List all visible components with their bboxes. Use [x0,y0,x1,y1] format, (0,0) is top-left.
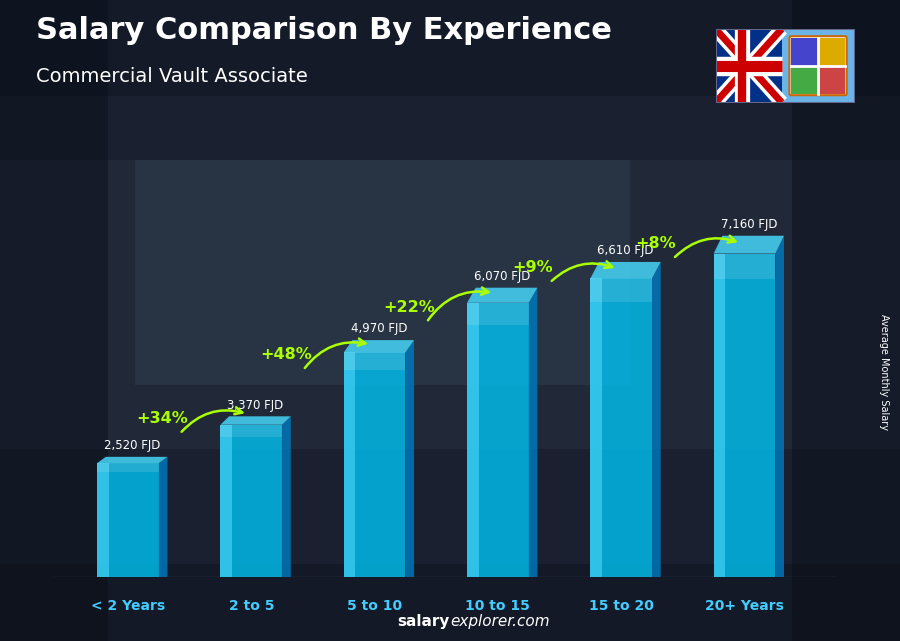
Text: +48%: +48% [260,347,311,362]
Bar [0,564,900,641]
Text: 4,970 FJD: 4,970 FJD [351,322,407,335]
Polygon shape [344,353,405,577]
Text: +9%: +9% [512,260,553,275]
Polygon shape [590,278,602,577]
Text: < 2 Years: < 2 Years [91,599,165,613]
Text: +34%: +34% [137,411,188,426]
Text: 6,070 FJD: 6,070 FJD [474,270,530,283]
Text: 20+ Years: 20+ Years [705,599,784,613]
Bar [135,160,630,385]
FancyArrowPatch shape [428,288,489,320]
Text: 7,160 FJD: 7,160 FJD [721,218,777,231]
Text: Average Monthly Salary: Average Monthly Salary [878,314,889,429]
Polygon shape [467,303,528,325]
Polygon shape [220,425,282,437]
Bar [818,65,845,94]
Text: 6,610 FJD: 6,610 FJD [598,244,653,257]
Polygon shape [590,278,652,303]
Polygon shape [344,340,414,353]
FancyBboxPatch shape [789,36,847,96]
Polygon shape [467,303,479,577]
Text: +8%: +8% [635,236,676,251]
Bar [716,29,782,103]
Polygon shape [344,353,405,370]
Text: Salary Comparison By Experience: Salary Comparison By Experience [36,16,612,45]
Text: 5 to 10: 5 to 10 [347,599,402,613]
Polygon shape [282,417,291,577]
Polygon shape [590,262,661,278]
Bar [0,160,900,449]
Polygon shape [97,463,109,577]
Polygon shape [97,463,158,472]
Text: salary: salary [398,615,450,629]
Polygon shape [97,463,158,577]
Polygon shape [158,457,167,577]
Polygon shape [344,353,356,577]
Polygon shape [97,457,167,463]
Polygon shape [220,425,282,577]
Polygon shape [714,236,784,254]
Polygon shape [220,417,291,425]
Bar [0,0,900,96]
Bar [791,38,818,66]
Text: 2,520 FJD: 2,520 FJD [104,439,160,452]
Polygon shape [467,303,528,577]
FancyArrowPatch shape [182,407,242,432]
Text: 3,370 FJD: 3,370 FJD [228,399,284,412]
Text: 10 to 15: 10 to 15 [465,599,530,613]
Text: 15 to 20: 15 to 20 [589,599,653,613]
Polygon shape [714,254,775,279]
Polygon shape [220,425,232,577]
Polygon shape [714,254,775,577]
Polygon shape [590,278,652,577]
Bar [0,0,108,641]
Text: 2 to 5: 2 to 5 [229,599,274,613]
Bar [818,38,845,66]
FancyArrowPatch shape [552,262,612,281]
FancyArrowPatch shape [675,236,735,257]
Text: +22%: +22% [383,299,435,315]
FancyArrowPatch shape [305,338,365,368]
Polygon shape [775,236,784,577]
Text: explorer.com: explorer.com [450,615,550,629]
Polygon shape [467,288,537,303]
Polygon shape [528,288,537,577]
Polygon shape [714,254,725,577]
Text: Commercial Vault Associate: Commercial Vault Associate [36,67,308,87]
Bar [791,65,818,94]
Bar [792,0,900,641]
Polygon shape [405,340,414,577]
Polygon shape [652,262,661,577]
